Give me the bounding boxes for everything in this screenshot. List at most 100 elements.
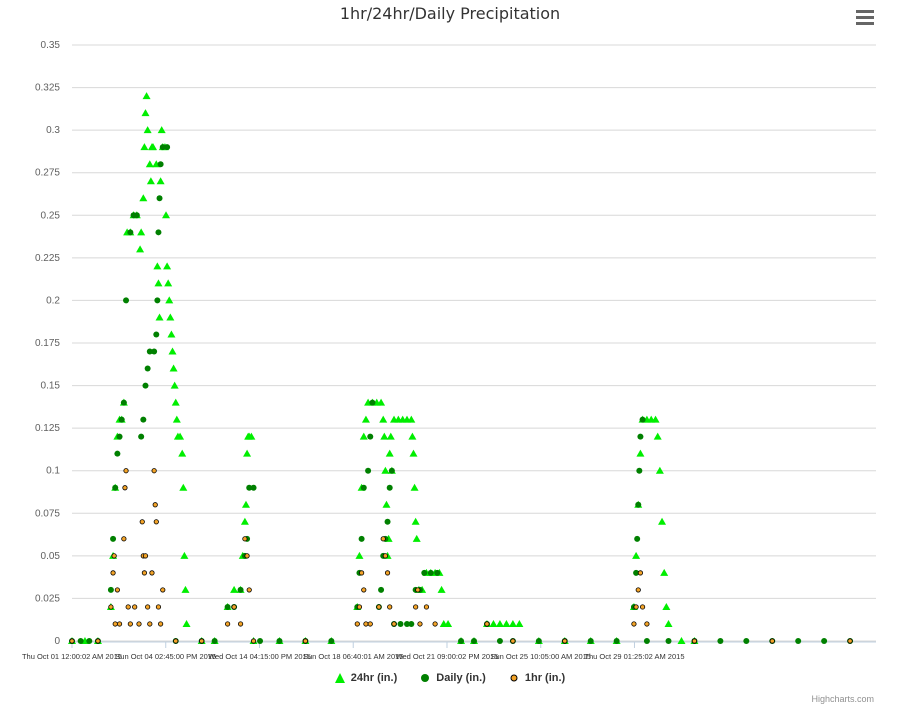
data-point-daily[interactable]	[635, 501, 642, 508]
data-point-24hr[interactable]	[241, 500, 250, 508]
data-point-daily[interactable]	[408, 620, 415, 627]
data-point-daily[interactable]	[159, 144, 166, 151]
data-point-daily[interactable]	[637, 433, 644, 440]
data-point-24hr[interactable]	[653, 432, 662, 440]
data-point-daily[interactable]	[127, 229, 134, 236]
credits-link[interactable]: Highcharts.com	[811, 694, 874, 704]
data-point-24hr[interactable]	[171, 398, 180, 406]
data-point-24hr[interactable]	[157, 126, 166, 134]
data-point-daily[interactable]	[224, 603, 231, 610]
data-point-24hr[interactable]	[146, 177, 155, 185]
legend-item-daily[interactable]: Daily (in.)	[420, 672, 486, 684]
data-point-24hr[interactable]	[137, 228, 146, 236]
data-point-daily[interactable]	[133, 212, 140, 219]
data-point-daily[interactable]	[237, 586, 244, 593]
data-point-1hr[interactable]	[432, 621, 438, 627]
legend-item-24hr[interactable]: 24hr (in.)	[334, 672, 397, 684]
data-point-daily[interactable]	[144, 365, 151, 372]
data-point-1hr[interactable]	[510, 638, 516, 644]
data-point-1hr[interactable]	[382, 553, 388, 559]
data-point-1hr[interactable]	[139, 519, 145, 525]
data-point-1hr[interactable]	[147, 621, 153, 627]
data-point-24hr[interactable]	[407, 415, 416, 423]
data-point-24hr[interactable]	[140, 143, 149, 151]
data-point-24hr[interactable]	[409, 449, 418, 457]
data-point-1hr[interactable]	[136, 621, 142, 627]
data-point-daily[interactable]	[153, 331, 160, 338]
data-point-1hr[interactable]	[769, 638, 775, 644]
data-point-daily[interactable]	[138, 433, 145, 440]
data-point-24hr[interactable]	[240, 517, 249, 525]
data-point-1hr[interactable]	[155, 604, 162, 610]
data-point-24hr[interactable]	[181, 585, 190, 593]
data-point-24hr[interactable]	[165, 296, 174, 304]
data-point-1hr[interactable]	[152, 502, 158, 508]
data-point-daily[interactable]	[250, 484, 257, 491]
data-point-1hr[interactable]	[359, 570, 365, 576]
data-point-daily[interactable]	[427, 569, 434, 576]
data-point-1hr[interactable]	[415, 587, 421, 593]
data-point-1hr[interactable]	[242, 536, 248, 542]
data-point-daily[interactable]	[276, 638, 283, 644]
data-point-1hr[interactable]	[110, 570, 116, 576]
data-point-daily[interactable]	[358, 535, 365, 542]
legend-item-1hr[interactable]: 1hr (in.)	[509, 672, 565, 684]
context-menu-button[interactable]	[856, 10, 874, 26]
data-point-1hr[interactable]	[121, 536, 127, 542]
data-point-1hr[interactable]	[158, 621, 164, 627]
data-point-daily[interactable]	[257, 638, 264, 644]
data-point-daily[interactable]	[107, 586, 114, 593]
data-point-24hr[interactable]	[168, 347, 177, 355]
data-point-daily[interactable]	[384, 518, 391, 525]
data-point-daily[interactable]	[535, 638, 542, 644]
data-point-daily[interactable]	[369, 399, 376, 406]
data-point-1hr[interactable]	[637, 570, 644, 576]
data-point-24hr[interactable]	[632, 551, 641, 559]
data-point-1hr[interactable]	[69, 638, 75, 644]
data-point-daily[interactable]	[77, 638, 84, 644]
data-point-daily[interactable]	[123, 297, 130, 304]
data-point-1hr[interactable]	[142, 553, 149, 559]
data-point-1hr[interactable]	[244, 553, 250, 559]
data-point-daily[interactable]	[639, 416, 646, 423]
data-point-daily[interactable]	[118, 416, 125, 423]
data-point-daily[interactable]	[157, 161, 164, 168]
data-point-24hr[interactable]	[495, 619, 504, 627]
data-point-24hr[interactable]	[660, 568, 669, 576]
data-point-1hr[interactable]	[246, 587, 252, 593]
data-point-1hr[interactable]	[114, 587, 120, 593]
data-point-daily[interactable]	[378, 586, 385, 593]
data-point-daily[interactable]	[365, 467, 372, 474]
data-point-24hr[interactable]	[136, 245, 145, 253]
data-point-1hr[interactable]	[484, 621, 490, 627]
data-point-24hr[interactable]	[141, 109, 150, 117]
data-point-1hr[interactable]	[639, 604, 646, 610]
data-point-24hr[interactable]	[247, 432, 256, 440]
data-point-24hr[interactable]	[164, 279, 173, 287]
data-point-1hr[interactable]	[123, 468, 129, 474]
data-point-24hr[interactable]	[489, 619, 498, 627]
data-point-daily[interactable]	[496, 638, 503, 644]
data-point-24hr[interactable]	[359, 432, 368, 440]
data-point-24hr[interactable]	[163, 262, 172, 270]
data-point-24hr[interactable]	[154, 279, 163, 287]
data-point-daily[interactable]	[434, 569, 441, 576]
data-point-24hr[interactable]	[172, 415, 181, 423]
data-point-24hr[interactable]	[636, 449, 645, 457]
data-point-daily[interactable]	[164, 144, 171, 151]
data-point-1hr[interactable]	[116, 621, 123, 627]
data-point-daily[interactable]	[155, 229, 162, 236]
data-point-1hr[interactable]	[633, 604, 639, 610]
data-point-1hr[interactable]	[145, 604, 151, 610]
data-point-1hr[interactable]	[108, 604, 114, 610]
data-point-1hr[interactable]	[173, 638, 179, 644]
data-point-24hr[interactable]	[166, 313, 175, 321]
data-point-24hr[interactable]	[149, 143, 158, 151]
data-point-daily[interactable]	[211, 638, 218, 644]
data-point-24hr[interactable]	[662, 602, 671, 610]
data-point-24hr[interactable]	[382, 500, 391, 508]
data-point-24hr[interactable]	[167, 330, 176, 338]
data-point-1hr[interactable]	[391, 621, 397, 627]
data-point-1hr[interactable]	[122, 485, 128, 491]
data-point-1hr[interactable]	[127, 621, 133, 627]
